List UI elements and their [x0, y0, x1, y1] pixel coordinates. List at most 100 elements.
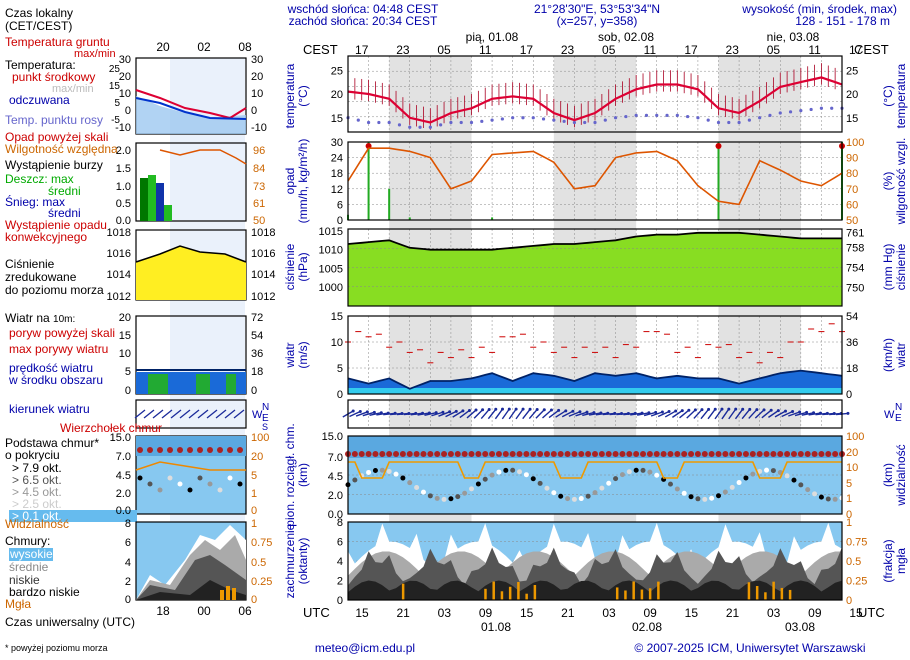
cloud-base-dot — [770, 468, 776, 474]
svg-text:73: 73 — [253, 181, 265, 193]
cloud-base-dot — [722, 489, 728, 495]
dewpoint-dot — [613, 116, 618, 120]
wind-arrow — [445, 410, 457, 418]
footer-email[interactable]: meteo@icm.edu.pl — [315, 641, 415, 655]
svg-text:1014: 1014 — [251, 269, 275, 281]
axis-label-left: opad — [283, 168, 297, 195]
legend-temp-left-ticks: 30 20 10 0 -10 25 15 5 -5 — [109, 54, 131, 134]
wind-arrow — [808, 412, 821, 416]
fog-bar — [755, 586, 759, 600]
cloud-base-dot — [818, 494, 824, 500]
legend-cloud-base-dot — [207, 481, 213, 487]
y-tick-label: 5 — [337, 363, 343, 375]
utc-right: UTC — [858, 605, 885, 620]
legend-okt-5-highlight — [9, 510, 137, 522]
dewpoint-dot — [819, 106, 824, 110]
wind-arrow-head — [805, 410, 809, 414]
cloud-base-dot — [469, 486, 474, 492]
legend-cloud-base-dot — [197, 475, 203, 481]
wind-arrow-head — [727, 407, 731, 411]
wind-arrow — [568, 411, 581, 417]
wind-arrow — [761, 409, 772, 419]
visibility-line — [348, 461, 842, 479]
pressure-panel: 1000 1005 1010 1015 750 754 758 761 — [319, 226, 864, 307]
legend-temperature: Temperatura: — [5, 58, 76, 72]
wind-arrow-head — [474, 408, 478, 412]
wind-arrow — [466, 409, 477, 419]
svg-text:0: 0 — [251, 505, 257, 517]
wind-arrow-head — [549, 408, 553, 412]
cloud-top-dot — [495, 451, 502, 457]
fog-bar — [772, 581, 775, 600]
legend-precip-frame — [135, 142, 247, 222]
axis-unit-right: (°C) — [881, 85, 895, 106]
wind-arrow — [575, 411, 588, 417]
svg-text:50: 50 — [253, 215, 265, 227]
dewpoint-dot — [603, 118, 607, 122]
cloud-top-dot — [633, 451, 640, 457]
fog-bar — [500, 591, 504, 600]
svg-text:-10: -10 — [251, 122, 267, 134]
cloud-base-dot — [619, 472, 625, 478]
svg-text:0.5: 0.5 — [251, 557, 266, 569]
wind-arrow — [774, 410, 786, 418]
dewpoint-dot — [778, 111, 782, 115]
utc-hour-label: 03 — [602, 606, 616, 620]
y-tick-label: 4 — [337, 556, 343, 568]
wind-arrow-head — [454, 409, 458, 413]
svg-text:4.5: 4.5 — [116, 470, 131, 482]
local-hour-label: 17 — [684, 43, 698, 57]
cloud-top-dot — [557, 451, 564, 457]
fog-bar — [780, 587, 784, 600]
legend-okt-1: > 7.9 okt. — [12, 461, 62, 475]
wind-arrow-head — [358, 409, 362, 413]
cloud-base-dot — [592, 490, 598, 496]
cloud-top-dot — [660, 451, 667, 457]
wind-arrow-head — [441, 410, 445, 414]
cloud-top-dot — [461, 451, 468, 457]
legend-temp-right-ticks: 30 20 10 0 -10 — [251, 54, 267, 134]
y2-tick-label: 5 — [846, 478, 852, 490]
svg-text:2.0: 2.0 — [116, 145, 131, 157]
wind-arrow — [588, 412, 602, 416]
svg-text:54: 54 — [251, 330, 263, 342]
wind-direction-panel: WNE — [342, 399, 902, 429]
y2-tick-label: 60 — [846, 199, 858, 211]
dewpoint-dot — [521, 116, 525, 120]
legend-cloud-top-dot — [217, 447, 223, 453]
svg-text:15.0: 15.0 — [110, 432, 131, 444]
y-tick-label: 15 — [331, 113, 343, 125]
dewpoint-dot — [696, 116, 700, 120]
wind-arrow-head — [680, 409, 684, 413]
legend-fog-bar — [220, 590, 224, 600]
y-tick-label: 12 — [331, 184, 343, 196]
fog-bar — [640, 589, 644, 600]
cloud-top-dot — [427, 451, 434, 457]
panel-frame — [347, 435, 843, 515]
cloud-top-dot — [454, 451, 461, 457]
cloud-top-dot — [413, 451, 420, 457]
cloud-base-dot — [400, 475, 406, 481]
svg-text:15: 15 — [119, 330, 131, 342]
legend-rain-max: Deszcz: max — [5, 172, 74, 186]
fog-bar — [632, 581, 635, 600]
wind-arrow — [542, 409, 552, 419]
dewpoint-dot — [552, 118, 556, 122]
wind-arrow — [494, 408, 504, 420]
cloud-top-dot — [804, 451, 811, 457]
y-tick-label: 0 — [337, 595, 343, 607]
cloud-base-dot — [558, 493, 564, 499]
y2-tick-label: 1 — [846, 493, 852, 505]
svg-text:5: 5 — [125, 366, 131, 378]
wind-arrow — [728, 408, 737, 420]
y-tick-label: 1000 — [319, 282, 343, 294]
sunrise-text: wschód słońca: 04:48 CEST — [287, 2, 439, 16]
fog-bar — [533, 585, 537, 600]
cloud-base-dot — [393, 471, 399, 477]
cloud-base-dot — [434, 495, 440, 501]
panel-frame — [347, 521, 843, 601]
legend-utc-18: 18 — [156, 604, 170, 618]
cloud-top-dot — [832, 451, 839, 457]
svg-text:2.0: 2.0 — [116, 488, 131, 500]
svg-text:10: 10 — [251, 88, 263, 100]
